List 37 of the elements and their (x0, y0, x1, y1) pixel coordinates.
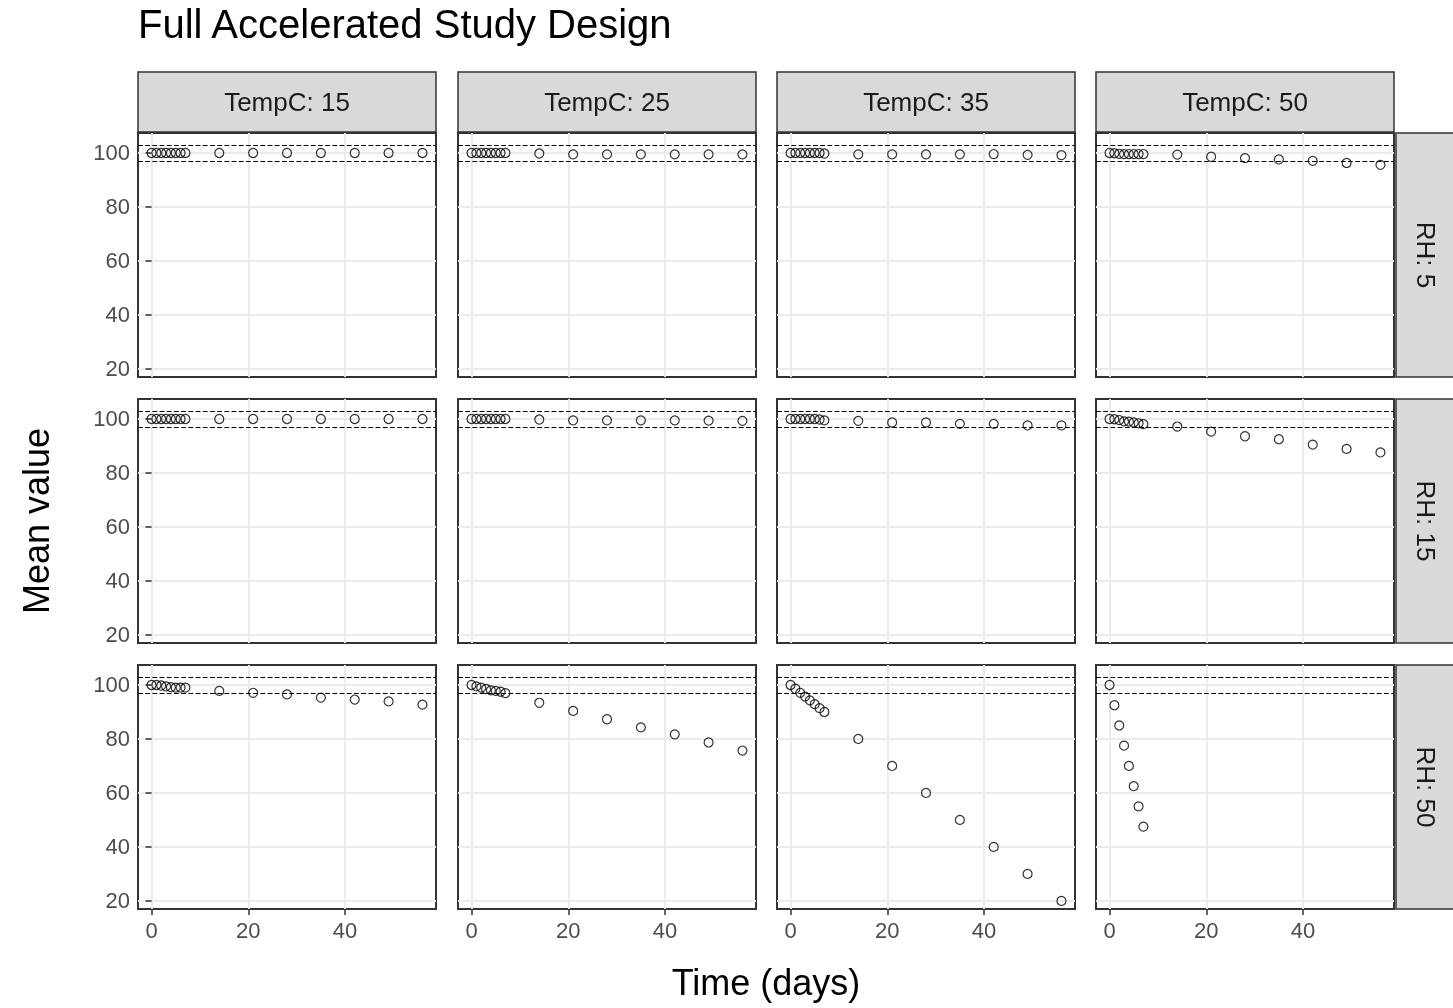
x-tick-label: 0 (145, 917, 158, 943)
y-axis-title: Mean value (16, 427, 58, 615)
text: RH: 50 (1411, 746, 1441, 828)
y-tick-label: 40 (105, 568, 130, 594)
x-tick-label: 20 (236, 917, 261, 943)
chart-title: Full Accelerated Study Design (138, 2, 672, 47)
x-tick-label: 0 (784, 917, 797, 943)
x-tick-label: 0 (465, 917, 478, 943)
y-tick-label: 40 (105, 302, 130, 328)
x-tick-label: 0 (1103, 917, 1116, 943)
text: TempC: 35 (863, 87, 989, 117)
x-tick-label: 40 (652, 917, 678, 943)
y-tick-label: 80 (105, 194, 130, 220)
x-tick-label: 40 (971, 917, 997, 943)
x-tick-label: 20 (556, 917, 581, 943)
text: TempC: 25 (544, 87, 670, 117)
y-tick-label: 100 (93, 140, 130, 166)
x-tick-label: 40 (332, 917, 358, 943)
y-tick-label: 60 (105, 248, 130, 274)
y-tick-label: 20 (105, 888, 130, 914)
y-tick-label: 20 (105, 622, 130, 648)
text: TempC: 15 (224, 87, 350, 117)
x-axis-title: Time (days) (671, 962, 861, 1004)
y-tick-label: 40 (105, 834, 130, 860)
text: RH: 15 (1411, 480, 1441, 562)
text: RH: 5 (1411, 221, 1441, 289)
text: TempC: 50 (1182, 87, 1308, 117)
x-tick-label: 20 (1194, 917, 1219, 943)
y-tick-label: 60 (105, 514, 130, 540)
x-tick-label: 20 (875, 917, 900, 943)
y-tick-label: 20 (105, 356, 130, 382)
x-tick-label: 40 (1290, 917, 1316, 943)
y-tick-label: 80 (105, 460, 130, 486)
y-tick-label: 80 (105, 726, 130, 752)
y-tick-label: 100 (93, 406, 130, 432)
y-tick-label: 60 (105, 780, 130, 806)
y-tick-label: 100 (93, 672, 130, 698)
